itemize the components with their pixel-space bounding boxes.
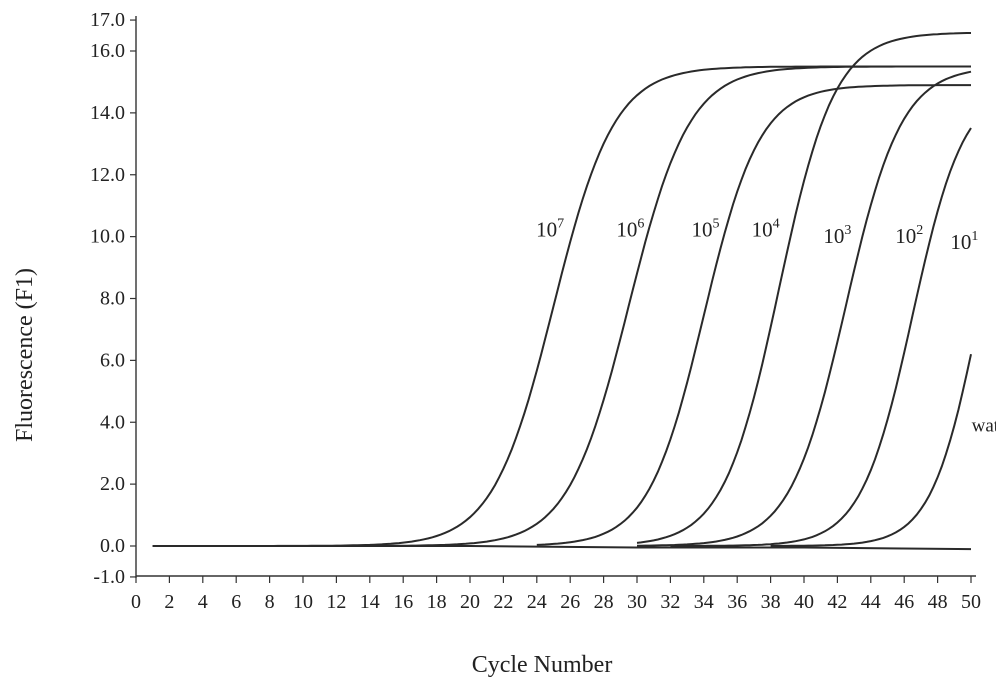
y-tick-label: 2.0 xyxy=(100,473,125,495)
series-curve-10e4 xyxy=(637,33,971,543)
y-tick-label: 17.0 xyxy=(90,9,125,31)
x-axis-title: Cycle Number xyxy=(472,652,613,678)
x-tick-label: 34 xyxy=(694,591,714,613)
y-tick-label: 10.0 xyxy=(90,226,125,248)
series-label: 102 xyxy=(895,223,923,248)
y-tick-label: 0.0 xyxy=(100,535,125,557)
x-tick-label: 12 xyxy=(326,591,346,613)
x-tick-label: 46 xyxy=(894,591,914,613)
series-label: 107 xyxy=(536,217,564,242)
series-curve-10e7 xyxy=(153,67,971,547)
x-tick-label: 30 xyxy=(627,591,647,613)
y-ticks: 17.0 16.0 14.0 12.0 10.0 8.0 6.0 4.0 2.0 0.0 -1.0 xyxy=(90,9,136,588)
series-label: 106 xyxy=(616,217,644,242)
x-tick-label: 8 xyxy=(265,591,275,613)
y-axis-title: Fluorescence (F1) xyxy=(12,268,38,442)
x-tick-label: 22 xyxy=(493,591,513,613)
x-tick-label: 32 xyxy=(660,591,680,613)
series-label: 101 xyxy=(950,229,978,254)
x-tick-label: 18 xyxy=(427,591,447,613)
y-tick-label: 16.0 xyxy=(90,40,125,62)
y-tick-label: 8.0 xyxy=(100,288,125,310)
series-label: 105 xyxy=(691,217,719,242)
x-tick-label: 4 xyxy=(198,591,208,613)
x-tick-label: 50 xyxy=(961,591,981,613)
series-curve-10e1 xyxy=(771,354,971,546)
series-curve-10e6 xyxy=(153,67,971,547)
water-label: water xyxy=(972,416,996,437)
x-tick-label: 48 xyxy=(928,591,948,613)
series-label: 104 xyxy=(752,217,780,242)
x-tick-label: 10 xyxy=(293,591,313,613)
x-tick-label: 40 xyxy=(794,591,814,613)
y-tick-label: 12.0 xyxy=(90,164,125,186)
x-ticks: 0246810121416182022242628303234363840424… xyxy=(131,576,981,613)
series-curve-10e5 xyxy=(537,85,971,545)
x-tick-label: 36 xyxy=(727,591,747,613)
curves xyxy=(153,33,971,549)
x-tick-label: 28 xyxy=(594,591,614,613)
series-curve-water xyxy=(153,546,971,549)
x-tick-label: 0 xyxy=(131,591,141,613)
series-label: 103 xyxy=(823,223,851,248)
x-tick-label: 26 xyxy=(560,591,580,613)
series-curve-10e3 xyxy=(637,72,971,546)
x-tick-label: 42 xyxy=(827,591,847,613)
x-tick-label: 20 xyxy=(460,591,480,613)
x-tick-label: 44 xyxy=(861,591,881,613)
y-tick-label: 14.0 xyxy=(90,102,125,124)
x-tick-label: 38 xyxy=(761,591,781,613)
x-tick-label: 24 xyxy=(527,591,547,613)
x-tick-label: 6 xyxy=(231,591,241,613)
x-tick-label: 2 xyxy=(164,591,174,613)
x-tick-label: 14 xyxy=(360,591,380,613)
y-tick-label: -1.0 xyxy=(93,566,125,588)
y-tick-label: 6.0 xyxy=(100,349,125,371)
series-curve-10e2 xyxy=(670,128,971,546)
y-tick-label: 4.0 xyxy=(100,411,125,433)
x-tick-label: 16 xyxy=(393,591,413,613)
